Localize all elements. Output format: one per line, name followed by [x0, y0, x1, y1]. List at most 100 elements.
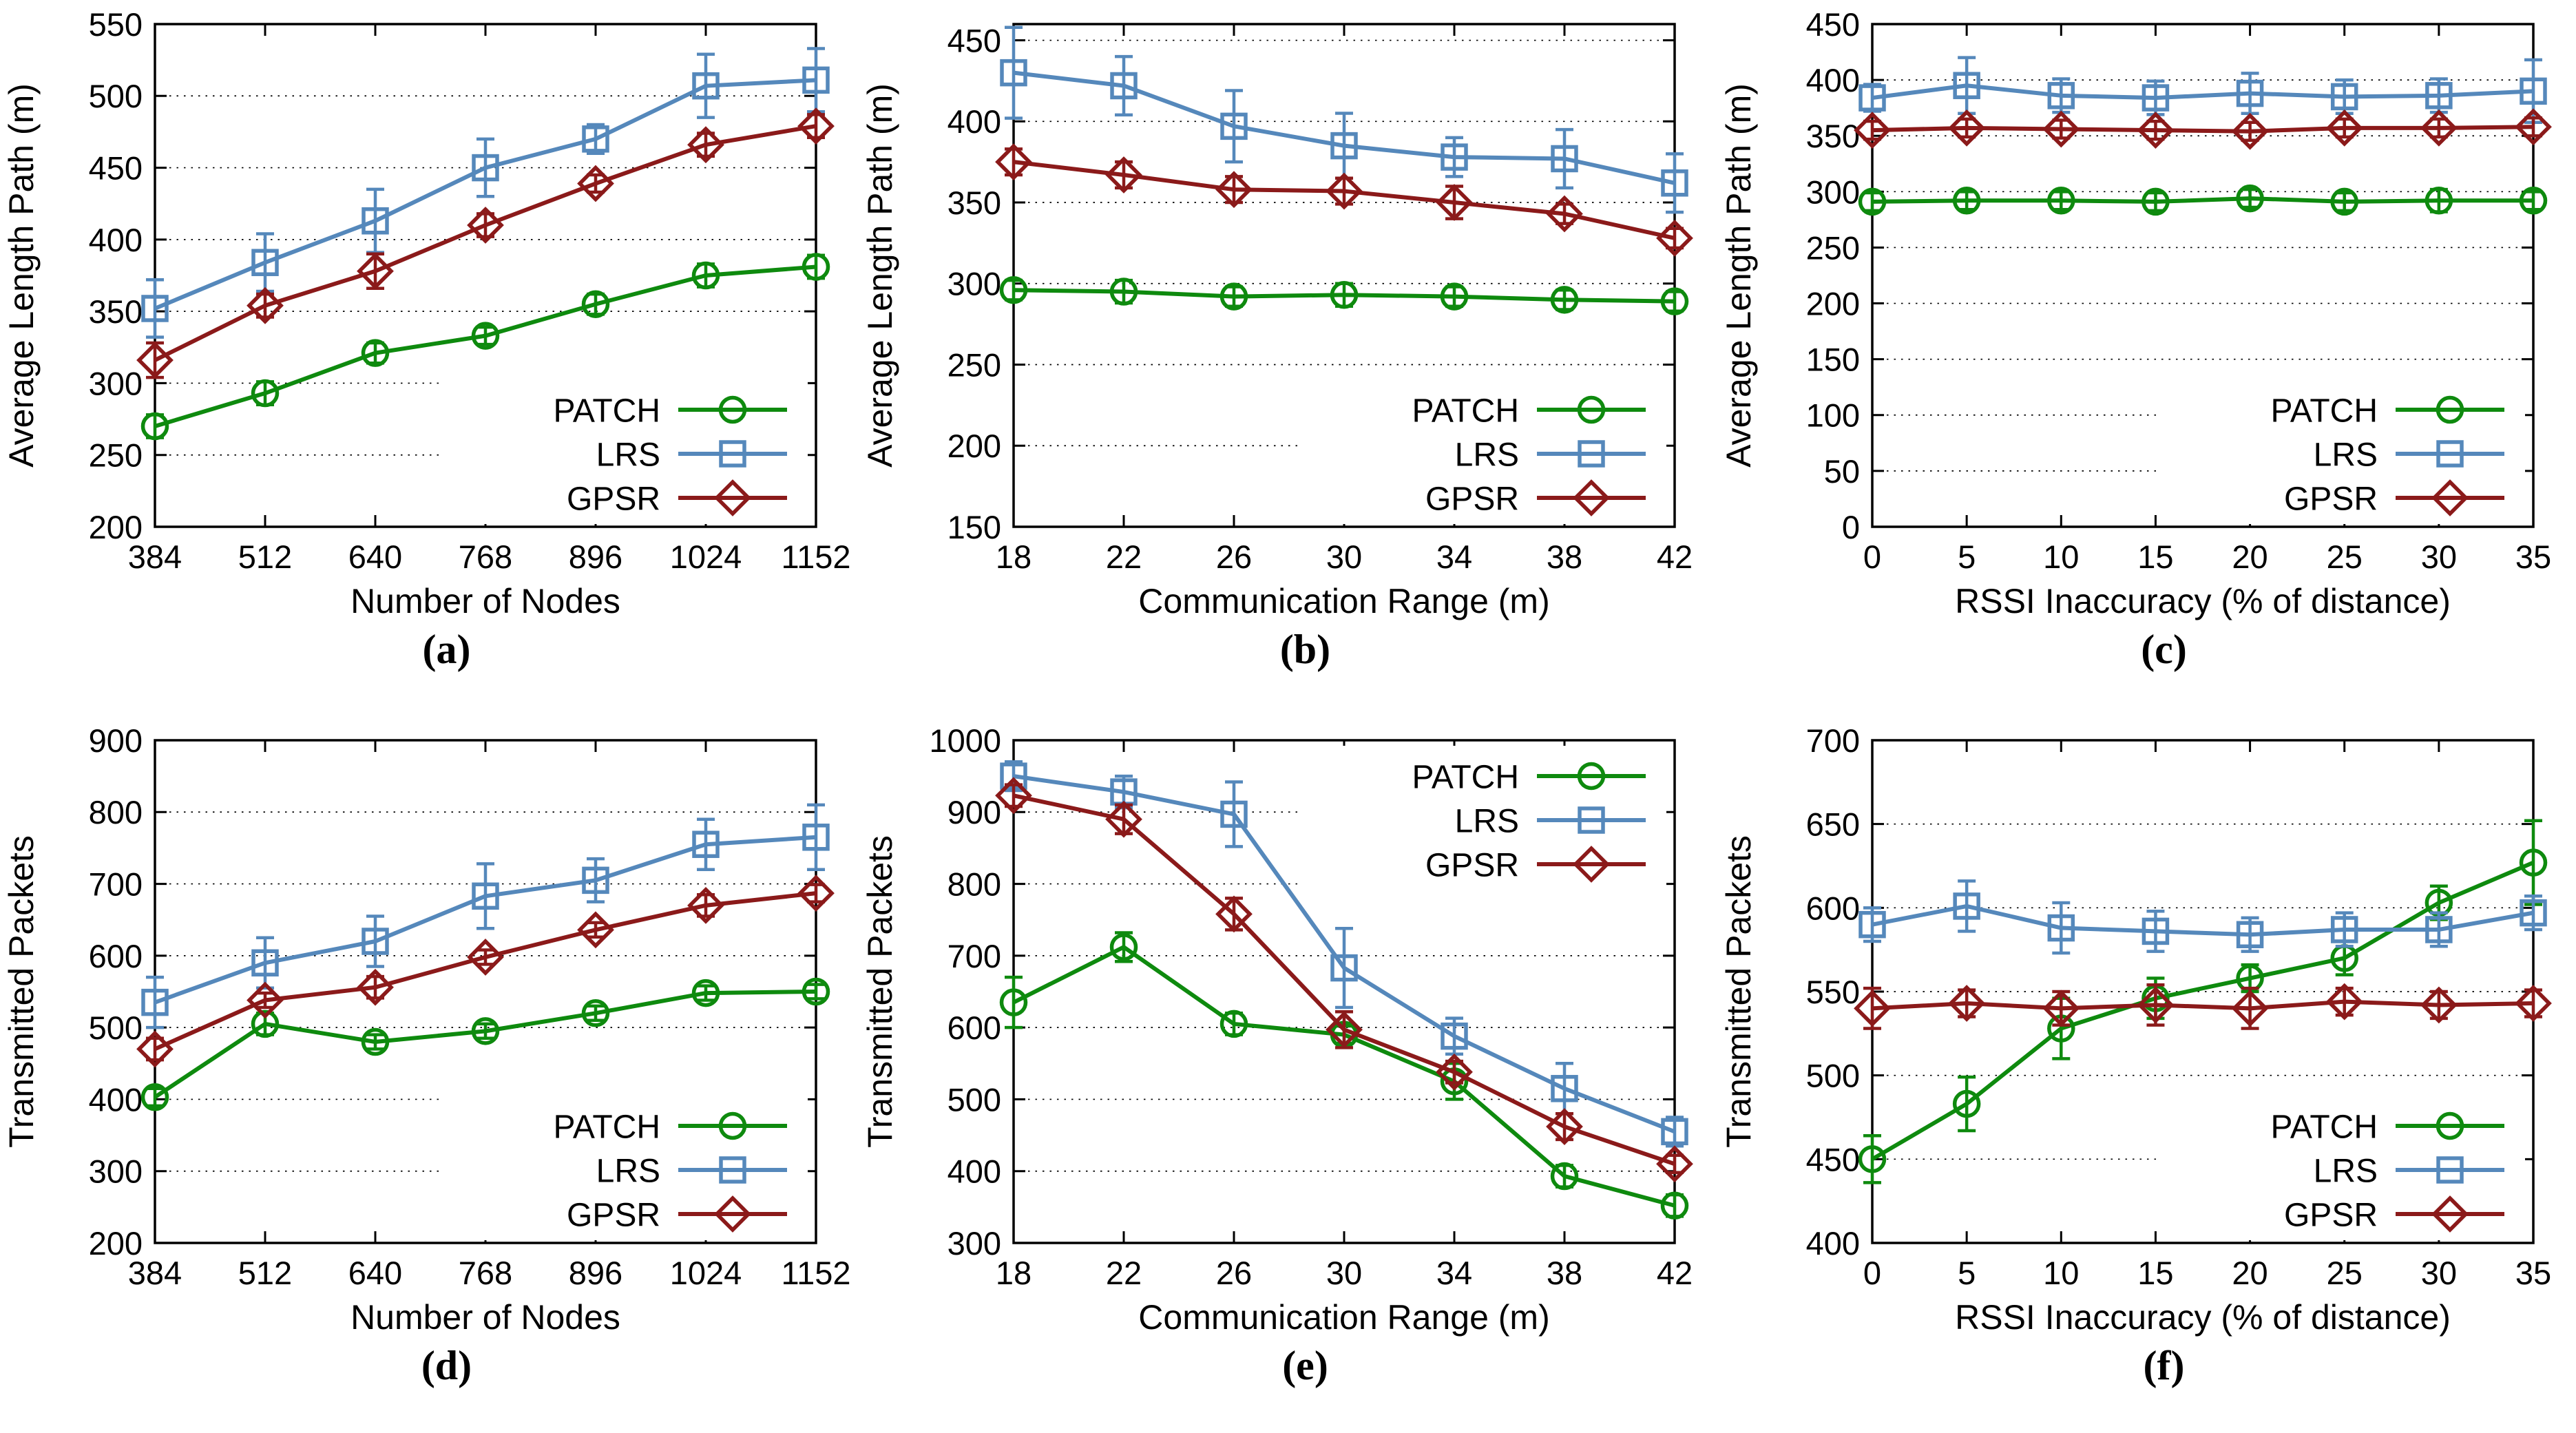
svg-text:450: 450: [89, 149, 143, 186]
svg-text:Average Length Path (m): Average Length Path (m): [861, 83, 899, 468]
svg-text:400: 400: [89, 1081, 143, 1118]
svg-text:50: 50: [1824, 453, 1860, 490]
chart-f-caption: (f): [2143, 1343, 2185, 1388]
svg-text:22: 22: [1106, 1255, 1142, 1291]
svg-text:500: 500: [947, 1081, 1001, 1118]
chart-c-canvas: 0 50 100 150 200 250 300 350 400 450 0 5 10 15 20 25 30 3…: [1719, 6, 2552, 620]
chart-a-caption: (a): [422, 627, 471, 672]
svg-text:GPSR: GPSR: [567, 1197, 660, 1233]
svg-text:Average Length Path (m): Average Length Path (m): [1719, 83, 1758, 468]
svg-text:150: 150: [947, 509, 1001, 545]
svg-text:200: 200: [1806, 285, 1860, 322]
chart-e-canvas: 300 400 500 600 700 800 900 1000 18 22 26 30 34 38 42 C…: [861, 722, 1693, 1337]
svg-text:25: 25: [2327, 538, 2363, 575]
svg-text:GPSR: GPSR: [2284, 1197, 2378, 1233]
svg-text:512: 512: [238, 1255, 292, 1291]
svg-text:Transmitted Packets: Transmitted Packets: [861, 835, 899, 1148]
chart-a-canvas: 200 250 300 350 400 450 500 550 384 512 640 768 896 1…: [2, 6, 851, 620]
svg-text:LRS: LRS: [596, 437, 660, 473]
svg-text:LRS: LRS: [2314, 437, 2378, 473]
svg-text:600: 600: [947, 1010, 1001, 1046]
chart-c-caption: (c): [2141, 627, 2187, 672]
svg-text:PATCH: PATCH: [553, 1109, 660, 1145]
svg-text:0: 0: [1863, 538, 1881, 575]
svg-text:30: 30: [2421, 1255, 2457, 1291]
svg-text:LRS: LRS: [2314, 1153, 2378, 1189]
svg-text:300: 300: [89, 365, 143, 401]
svg-text:300: 300: [947, 266, 1001, 302]
svg-text:5: 5: [1958, 1255, 1976, 1291]
svg-text:250: 250: [89, 437, 143, 474]
svg-text:700: 700: [1806, 722, 1860, 759]
svg-text:34: 34: [1436, 1255, 1472, 1291]
svg-text:100: 100: [1806, 397, 1860, 434]
svg-text:22: 22: [1106, 538, 1142, 575]
svg-text:600: 600: [89, 938, 143, 974]
svg-text:PATCH: PATCH: [2270, 1109, 2378, 1145]
svg-text:900: 900: [89, 722, 143, 759]
svg-text:350: 350: [1806, 118, 1860, 154]
svg-text:400: 400: [1806, 62, 1860, 98]
svg-text:Transmitted Packets: Transmitted Packets: [1719, 835, 1758, 1148]
svg-text:500: 500: [1806, 1058, 1860, 1094]
svg-text:0: 0: [1842, 509, 1860, 545]
chart-panel-d: 200 300 400 500 600 700 800 900 384 512 640 768 896 1…: [0, 716, 859, 1432]
svg-text:800: 800: [947, 866, 1001, 902]
svg-text:700: 700: [947, 938, 1001, 974]
svg-text:896: 896: [569, 1255, 622, 1291]
svg-text:10: 10: [2043, 538, 2079, 575]
svg-text:42: 42: [1657, 538, 1693, 575]
svg-text:450: 450: [1806, 6, 1860, 43]
svg-text:450: 450: [947, 22, 1001, 59]
chart-panel-f: 400 450 500 550 600 650 700 0 5 10 15 20 25 30 35 RSSI …: [1717, 716, 2576, 1432]
chart-d-caption: (d): [421, 1343, 472, 1388]
chart-panel-c: 0 50 100 150 200 250 300 350 400 450 0 5 10 15 20 25 30 3…: [1717, 0, 2576, 716]
svg-text:500: 500: [89, 1010, 143, 1046]
chart-e-caption: (e): [1282, 1343, 1328, 1388]
svg-text:15: 15: [2137, 1255, 2173, 1291]
svg-text:35: 35: [2515, 1255, 2551, 1291]
svg-text:15: 15: [2137, 538, 2173, 575]
chart-f-canvas: 400 450 500 550 600 650 700 0 5 10 15 20 25 30 35 RSSI …: [1719, 722, 2552, 1337]
svg-text:30: 30: [1326, 1255, 1362, 1291]
svg-text:38: 38: [1547, 1255, 1582, 1291]
svg-text:Communication Range (m): Communication Range (m): [1138, 1298, 1549, 1337]
svg-text:RSSI Inaccuracy (% of distance: RSSI Inaccuracy (% of distance): [1955, 1298, 2451, 1337]
svg-text:1000: 1000: [929, 722, 1001, 759]
svg-text:650: 650: [1806, 806, 1860, 843]
svg-text:1024: 1024: [670, 538, 742, 575]
svg-text:512: 512: [238, 538, 292, 575]
svg-text:0: 0: [1863, 1255, 1881, 1291]
svg-text:35: 35: [2515, 538, 2551, 575]
svg-text:18: 18: [996, 1255, 1032, 1291]
svg-text:25: 25: [2327, 1255, 2363, 1291]
svg-text:GPSR: GPSR: [1425, 847, 1519, 883]
svg-text:450: 450: [1806, 1141, 1860, 1178]
svg-text:38: 38: [1547, 538, 1582, 575]
svg-text:768: 768: [459, 538, 512, 575]
svg-text:200: 200: [89, 509, 143, 545]
chart-d-canvas: 200 300 400 500 600 700 800 900 384 512 640 768 896 1…: [2, 722, 851, 1337]
svg-text:384: 384: [128, 538, 182, 575]
svg-text:350: 350: [947, 185, 1001, 221]
svg-text:LRS: LRS: [1455, 437, 1519, 473]
svg-text:384: 384: [128, 1255, 182, 1291]
svg-text:Average Length Path (m): Average Length Path (m): [2, 83, 41, 468]
svg-text:250: 250: [947, 346, 1001, 383]
svg-text:550: 550: [89, 6, 143, 43]
svg-text:150: 150: [1806, 342, 1860, 378]
svg-text:200: 200: [89, 1225, 143, 1262]
svg-text:20: 20: [2232, 1255, 2268, 1291]
svg-text:400: 400: [89, 222, 143, 258]
svg-text:PATCH: PATCH: [1412, 393, 1519, 429]
svg-text:350: 350: [89, 293, 143, 330]
svg-text:PATCH: PATCH: [1412, 759, 1519, 795]
svg-text:500: 500: [89, 78, 143, 114]
svg-text:PATCH: PATCH: [2270, 393, 2378, 429]
svg-text:34: 34: [1436, 538, 1472, 575]
svg-text:768: 768: [459, 1255, 512, 1291]
svg-text:600: 600: [1806, 890, 1860, 926]
svg-text:30: 30: [1326, 538, 1362, 575]
chart-panel-b: 150 200 250 300 350 400 450 18 22 26 30 34 38 42 Commu…: [859, 0, 1717, 716]
